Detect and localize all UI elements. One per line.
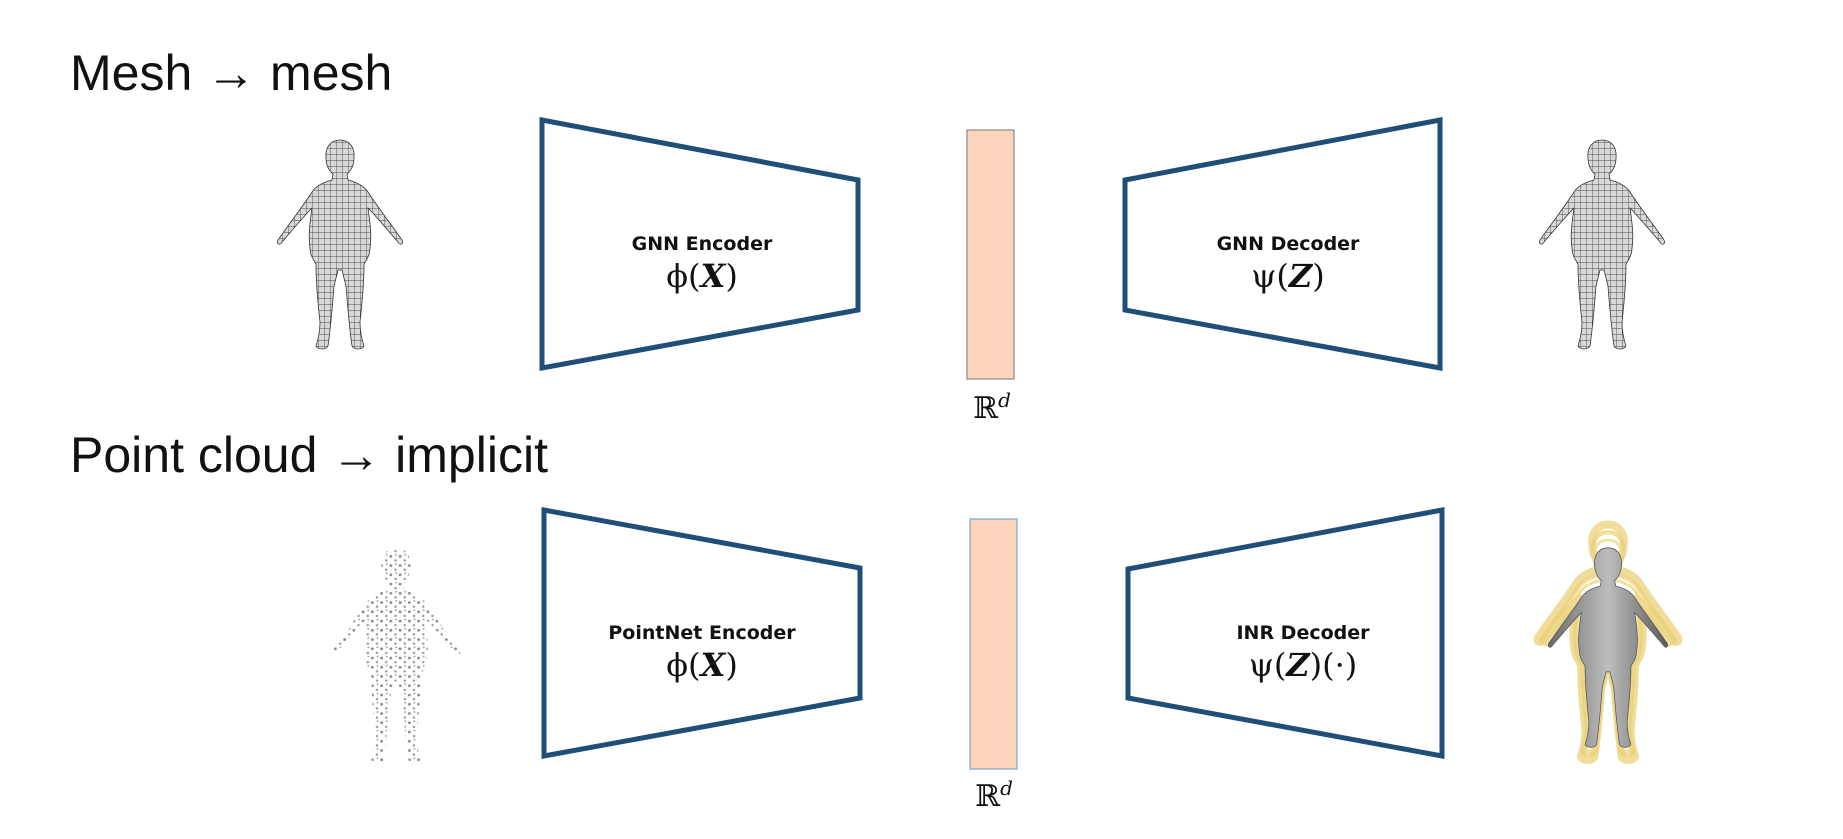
latent-space-label-row2: ℝd bbox=[975, 776, 1013, 814]
encoder-name: GNN Encoder bbox=[631, 233, 773, 255]
gnn-encoder-block bbox=[539, 116, 861, 372]
encoder-formula: ϕ(X) bbox=[666, 646, 738, 684]
mesh-output-figure bbox=[1538, 139, 1666, 350]
gnn-decoder-block bbox=[1122, 116, 1443, 372]
row-title-pointcloud: Point cloud → implicit bbox=[70, 427, 548, 483]
inr-decoder-block bbox=[1125, 506, 1445, 760]
point-cloud-input-figure bbox=[331, 548, 461, 763]
gnn-encoder-label: GNN Encoder ϕ(X) bbox=[582, 233, 822, 295]
gnn-decoder-label: GNN Decoder ψ(Z) bbox=[1168, 233, 1408, 295]
decoder-name: INR Decoder bbox=[1236, 622, 1370, 644]
decoder-formula: ψ(Z) bbox=[1251, 257, 1325, 295]
mesh-input-figure bbox=[276, 139, 404, 350]
latent-space-label-row1: ℝd bbox=[973, 388, 1011, 426]
row-title-mesh: Mesh → mesh bbox=[70, 45, 393, 101]
implicit-output-figure bbox=[1537, 525, 1678, 761]
latent-vector-row1 bbox=[966, 129, 1015, 380]
latent-vector-row2 bbox=[969, 518, 1018, 770]
decoder-name: GNN Decoder bbox=[1216, 233, 1360, 255]
encoder-formula: ϕ(X) bbox=[666, 257, 738, 295]
pointnet-encoder-block bbox=[541, 506, 863, 760]
inr-decoder-label: INR Decoder ψ(Z)(·) bbox=[1183, 622, 1423, 684]
encoder-name: PointNet Encoder bbox=[608, 622, 796, 644]
pointnet-encoder-label: PointNet Encoder ϕ(X) bbox=[582, 622, 822, 684]
decoder-formula: ψ(Z)(·) bbox=[1248, 646, 1358, 684]
